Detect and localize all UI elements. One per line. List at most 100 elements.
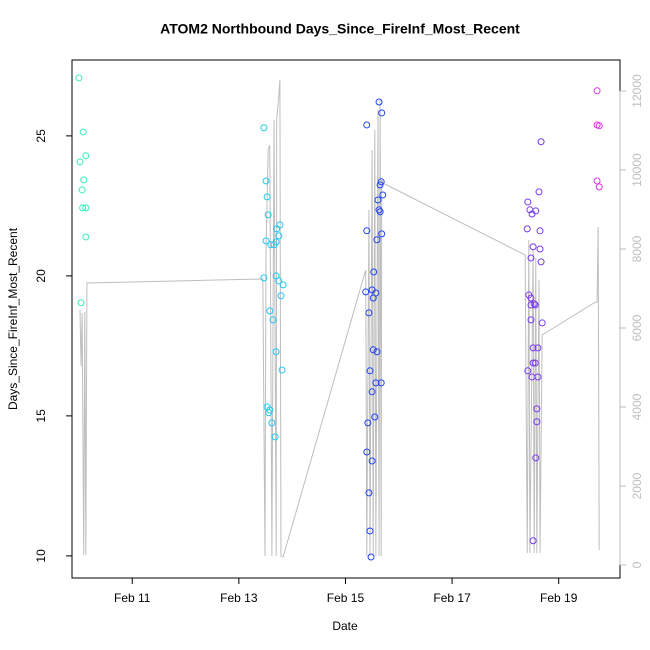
point [279, 281, 287, 289]
point [75, 74, 83, 82]
point [260, 274, 268, 282]
point [535, 188, 543, 196]
point [273, 225, 281, 233]
y2-tick-label: 6000 [630, 314, 644, 341]
y2-tick-label: 0 [630, 561, 644, 568]
point [275, 277, 283, 285]
point [593, 87, 601, 95]
point [373, 348, 381, 356]
point [364, 419, 372, 427]
x-tick-label: Feb 11 [114, 591, 151, 605]
point [593, 177, 601, 185]
chart-title: ATOM2 Northbound Days_Since_FireInf_Most… [160, 21, 520, 37]
point [536, 227, 544, 235]
point [369, 346, 377, 354]
point [278, 366, 286, 374]
x-tick-label: Feb 15 [327, 591, 365, 605]
point [78, 186, 86, 194]
point [377, 379, 385, 387]
point [378, 230, 386, 238]
point [532, 454, 540, 462]
point [531, 359, 539, 367]
point [277, 292, 285, 300]
y-tick-label: 20 [34, 269, 48, 283]
point [527, 316, 535, 324]
point [373, 236, 381, 244]
point [595, 122, 603, 130]
point [363, 227, 371, 235]
point [524, 198, 532, 206]
point [533, 405, 541, 413]
point [529, 537, 537, 545]
point [529, 359, 537, 367]
point [523, 225, 531, 233]
point [265, 409, 273, 417]
point [528, 210, 536, 218]
point [368, 388, 376, 396]
point [77, 299, 85, 307]
point [366, 367, 374, 375]
point [595, 183, 603, 191]
point [79, 204, 87, 212]
point [272, 348, 280, 356]
point [376, 181, 384, 189]
y2-tick-label: 2000 [630, 472, 644, 499]
point [529, 344, 537, 352]
point [271, 433, 279, 441]
point [538, 319, 546, 327]
point [374, 196, 382, 204]
point [76, 158, 84, 166]
point [262, 177, 270, 185]
point [537, 258, 545, 266]
point [377, 178, 385, 186]
x-tick-label: Feb 19 [540, 591, 578, 605]
y2-tick-label: 10000 [630, 153, 644, 187]
point [536, 245, 544, 253]
point [378, 109, 386, 117]
point [534, 344, 542, 352]
y2-tick-label: 12000 [630, 74, 644, 108]
point [529, 243, 537, 251]
point [527, 294, 535, 302]
point [370, 268, 378, 276]
point [272, 238, 280, 246]
y-axis-label: Days_Since_FireInf_Most_Recent [6, 227, 20, 410]
point [524, 367, 532, 375]
point [537, 138, 545, 146]
y-tick-label: 10 [34, 549, 48, 563]
point [266, 307, 274, 315]
point [365, 309, 373, 317]
point [362, 288, 370, 296]
point [363, 448, 371, 456]
point [264, 211, 272, 219]
y2-tick-label: 4000 [630, 393, 644, 420]
point [267, 241, 275, 249]
point [268, 419, 276, 427]
point [365, 489, 373, 497]
x-tick-label: Feb 13 [220, 591, 258, 605]
point [534, 373, 542, 381]
point [275, 232, 283, 240]
point [379, 191, 387, 199]
point [260, 124, 268, 132]
point [372, 289, 380, 297]
x-tick-label: Feb 17 [433, 591, 471, 605]
point [263, 193, 271, 201]
point [82, 152, 90, 160]
point [366, 527, 374, 535]
point [530, 300, 538, 308]
y-tick-label: 15 [34, 409, 48, 423]
point [82, 204, 90, 212]
point [527, 301, 535, 309]
point [367, 553, 375, 561]
point [82, 233, 90, 241]
point [376, 208, 384, 216]
point [527, 254, 535, 262]
point [375, 98, 383, 106]
point [372, 379, 380, 387]
y2-tick-label: 8000 [630, 235, 644, 262]
point [79, 128, 87, 136]
point [533, 418, 541, 426]
point [262, 237, 270, 245]
